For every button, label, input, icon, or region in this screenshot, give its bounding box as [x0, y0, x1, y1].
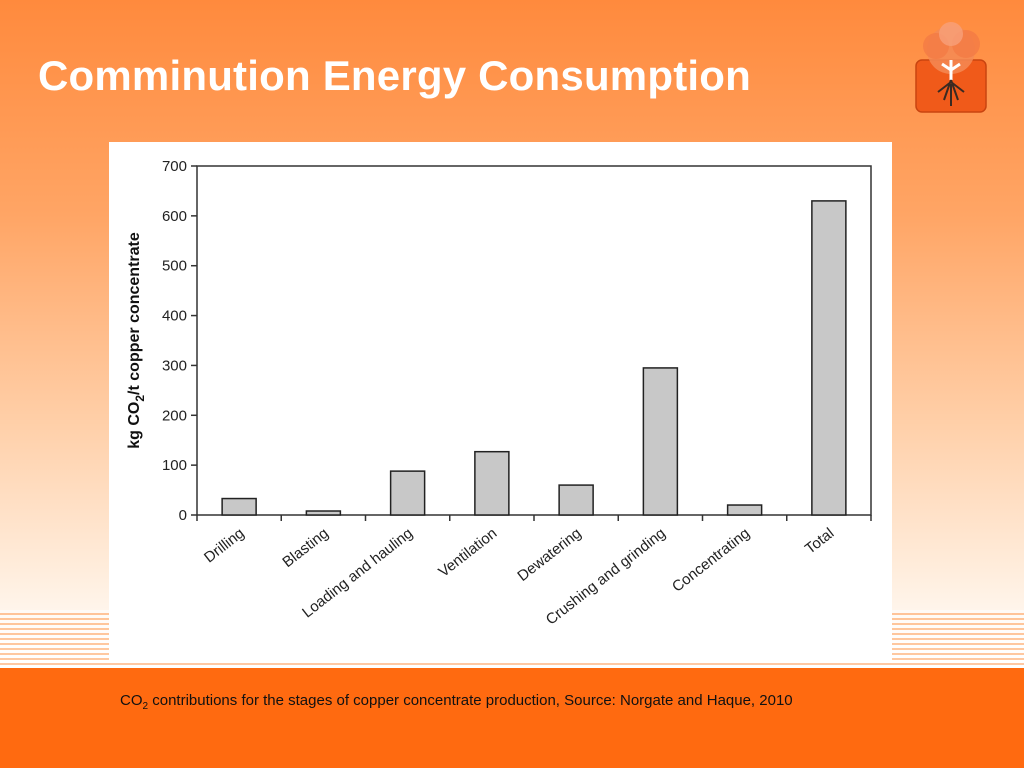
- x-category-label: Blasting: [279, 525, 332, 571]
- x-category-label: Drilling: [201, 525, 248, 567]
- x-category-label: Ventilation: [435, 525, 500, 581]
- x-category-label: Concentrating: [669, 525, 753, 596]
- tree-logo-icon: [915, 22, 987, 113]
- x-category-label: Total: [802, 525, 837, 558]
- y-tick-label: 400: [162, 308, 187, 325]
- y-tick-label: 500: [162, 258, 187, 275]
- caption-prefix: CO: [120, 692, 143, 709]
- bar-total: [811, 200, 847, 516]
- bar-blasting: [305, 510, 342, 516]
- footer-band: [0, 668, 1024, 768]
- y-tick-label: 200: [162, 407, 187, 424]
- bar-ventilation: [474, 450, 510, 516]
- x-category-label: Dewatering: [514, 525, 584, 585]
- y-tick-label: 600: [162, 208, 187, 225]
- plot-frame: [196, 165, 872, 516]
- bar-drilling: [221, 497, 257, 516]
- chart-caption: CO2 contributions for the stages of copp…: [120, 692, 980, 712]
- caption-subscript: 2: [142, 701, 149, 712]
- y-axis-label: kg CO2/t copper concentrate: [126, 232, 147, 449]
- slide-title: Comminution Energy Consumption: [38, 52, 751, 99]
- bar-loading-and-hauling: [389, 470, 426, 516]
- bar-dewatering: [558, 484, 594, 516]
- y-tick-label: 700: [162, 158, 187, 175]
- y-tick-label: 300: [162, 357, 187, 374]
- bar-concentrating: [726, 504, 763, 516]
- y-tick-label: 0: [179, 507, 187, 524]
- y-tick-label: 100: [162, 457, 187, 474]
- chart-panel: 0 100 200 300 400 500 600 700 Drilling Blasting Lo…: [109, 142, 892, 662]
- bar-crushing-and-grinding: [642, 367, 679, 516]
- caption-text: contributions for the stages of copper c…: [148, 692, 793, 709]
